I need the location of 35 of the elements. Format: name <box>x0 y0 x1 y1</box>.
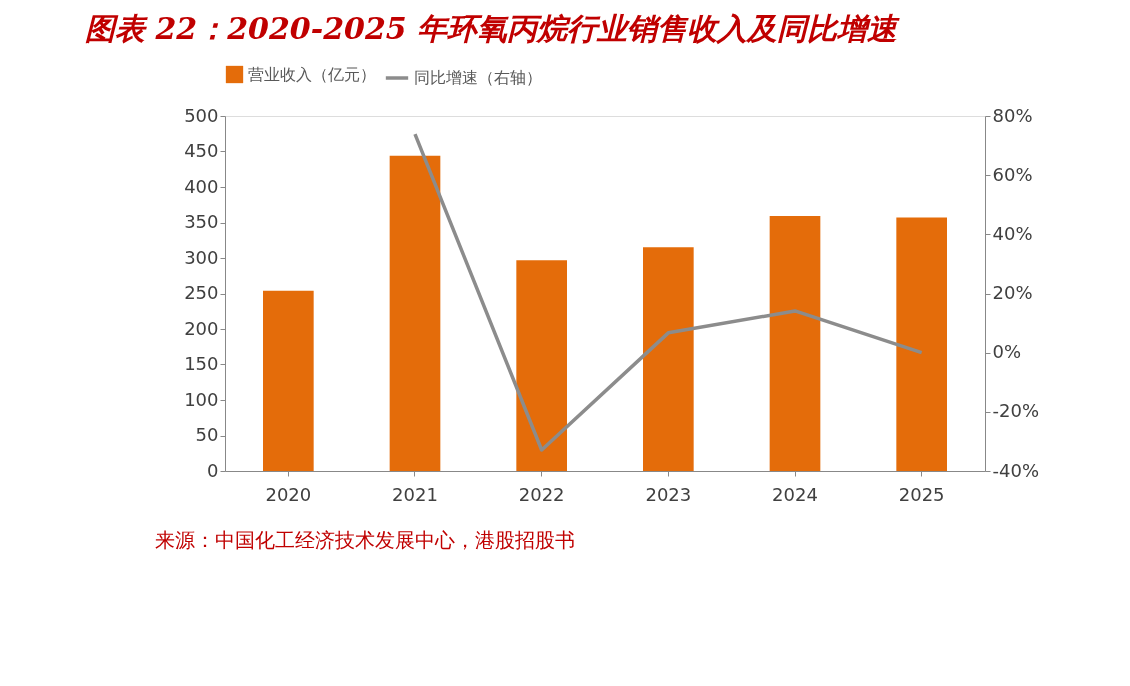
y2-tick-label: 40% <box>992 222 1033 244</box>
x-tick-label: 2025 <box>898 483 945 505</box>
y-tick-label: 300 <box>184 246 219 268</box>
bar <box>516 260 567 471</box>
y-tick-label: 100 <box>184 388 219 410</box>
y-tick-label: 250 <box>184 282 219 303</box>
line-series <box>413 132 924 452</box>
x-tick-label: 2022 <box>518 483 565 505</box>
y2-tick-label: 60% <box>992 163 1033 185</box>
y-tick-label: 400 <box>184 175 219 197</box>
source-note: 来源：中国化工经济技术发展中心，港股招股书 <box>155 528 575 552</box>
bar <box>643 247 694 471</box>
y2-tick-label: 0% <box>992 341 1022 363</box>
y2-tick-label: -40% <box>992 459 1040 481</box>
x-tick-label: 2024 <box>772 483 818 505</box>
bar <box>263 290 314 471</box>
chart-title: 图表 22：2020-2025 年环氧丙烷行业销售收入及同比增速 <box>85 11 901 46</box>
y-tick-label: 450 <box>184 140 219 161</box>
y-tick-label: 0 <box>207 459 219 481</box>
y-tick-label: 500 <box>184 104 219 126</box>
y2-tick-label: 80% <box>992 104 1033 126</box>
y2-tick-label: -20% <box>992 400 1040 422</box>
y-tick-label: 350 <box>184 211 219 232</box>
x-tick-label: 2020 <box>265 483 312 505</box>
y-tick-label: 200 <box>184 317 219 339</box>
y-tick-label: 150 <box>184 353 219 374</box>
legend-label: 同比增速（右轴） <box>414 68 542 87</box>
bar <box>389 155 441 471</box>
y-tick-label: 50 <box>195 424 219 445</box>
legend-label: 营业收入（亿元） <box>248 64 376 84</box>
bar <box>769 216 821 471</box>
x-tick-label: 2021 <box>392 483 438 505</box>
y2-tick-label: 20% <box>992 282 1033 303</box>
x-tick-label: 2023 <box>645 483 692 505</box>
bar <box>896 217 947 471</box>
